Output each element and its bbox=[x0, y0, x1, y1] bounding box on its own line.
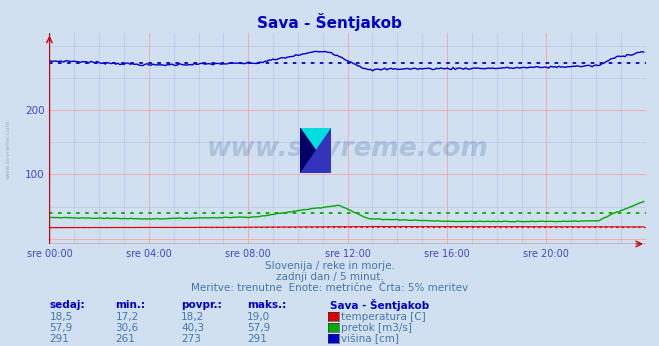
Text: povpr.:: povpr.: bbox=[181, 300, 222, 310]
Text: 18,5: 18,5 bbox=[49, 312, 72, 322]
Text: 57,9: 57,9 bbox=[49, 323, 72, 333]
Text: Sava - Šentjakob: Sava - Šentjakob bbox=[257, 13, 402, 31]
Polygon shape bbox=[300, 128, 331, 173]
Text: 40,3: 40,3 bbox=[181, 323, 204, 333]
Text: 18,2: 18,2 bbox=[181, 312, 204, 322]
Text: min.:: min.: bbox=[115, 300, 146, 310]
Text: 17,2: 17,2 bbox=[115, 312, 138, 322]
Polygon shape bbox=[300, 128, 331, 173]
Text: sedaj:: sedaj: bbox=[49, 300, 85, 310]
Text: www.si-vreme.com: www.si-vreme.com bbox=[5, 119, 11, 179]
Text: pretok [m3/s]: pretok [m3/s] bbox=[341, 323, 413, 333]
Text: www.si-vreme.com: www.si-vreme.com bbox=[207, 136, 488, 162]
Text: Meritve: trenutne  Enote: metrične  Črta: 5% meritev: Meritve: trenutne Enote: metrične Črta: … bbox=[191, 283, 468, 293]
Text: 291: 291 bbox=[247, 334, 267, 344]
Text: 30,6: 30,6 bbox=[115, 323, 138, 333]
Text: Sava - Šentjakob: Sava - Šentjakob bbox=[330, 299, 429, 311]
Text: 261: 261 bbox=[115, 334, 135, 344]
Polygon shape bbox=[300, 128, 331, 173]
Text: Slovenija / reke in morje.: Slovenija / reke in morje. bbox=[264, 261, 395, 271]
Text: zadnji dan / 5 minut.: zadnji dan / 5 minut. bbox=[275, 272, 384, 282]
Text: 291: 291 bbox=[49, 334, 69, 344]
Text: maks.:: maks.: bbox=[247, 300, 287, 310]
Text: višina [cm]: višina [cm] bbox=[341, 334, 399, 344]
Text: 19,0: 19,0 bbox=[247, 312, 270, 322]
Text: temperatura [C]: temperatura [C] bbox=[341, 312, 426, 322]
Text: 57,9: 57,9 bbox=[247, 323, 270, 333]
Polygon shape bbox=[300, 128, 331, 173]
Text: 273: 273 bbox=[181, 334, 201, 344]
